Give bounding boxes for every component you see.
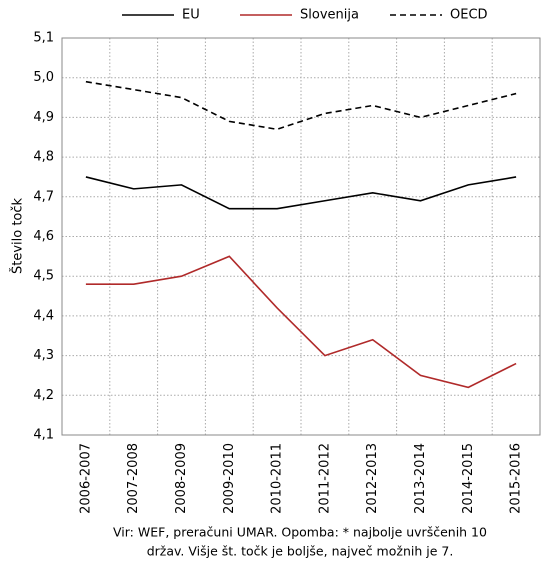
- y-tick-label: 4,7: [33, 189, 54, 204]
- legend-label: OECD: [450, 8, 488, 23]
- source-note: Vir: WEF, preračuni UMAR. Opomba: * najb…: [113, 525, 487, 540]
- series-line: [85, 80, 517, 131]
- y-tick-label: 4,6: [33, 229, 54, 244]
- x-tick-label: 2009-2010: [222, 443, 237, 514]
- x-tick-label: 2010-2011: [270, 443, 285, 514]
- y-tick-label: 4,1: [33, 428, 54, 443]
- y-tick-label: 4,5: [33, 269, 54, 284]
- x-tick-label: 2012-2013: [365, 443, 380, 514]
- y-tick-label: 4,8: [33, 150, 54, 165]
- x-tick-label: 2013-2014: [413, 443, 428, 514]
- y-tick-label: 4,4: [33, 308, 54, 323]
- series-line: [85, 176, 517, 210]
- x-tick-label: 2014-2015: [461, 443, 476, 514]
- x-tick-label: 2008-2009: [174, 443, 189, 514]
- plot-frame: [61, 37, 541, 436]
- y-axis-label: Število točk: [10, 197, 26, 274]
- x-tick-label: 2007-2008: [126, 443, 141, 514]
- y-tick-label: 5,0: [33, 70, 54, 85]
- series-line: [85, 255, 517, 389]
- x-tick-label: 2006-2007: [78, 443, 93, 514]
- source-note: držav. Višje št. točk je boljše, največ …: [147, 544, 454, 559]
- legend-label: Slovenija: [300, 8, 359, 23]
- y-tick-label: 4,3: [33, 348, 54, 363]
- y-tick-label: 4,2: [33, 388, 54, 403]
- legend-label: EU: [182, 8, 200, 23]
- y-tick-label: 5,1: [33, 31, 54, 46]
- y-tick-label: 4,9: [33, 110, 54, 125]
- x-tick-label: 2011-2012: [317, 443, 332, 514]
- x-tick-label: 2015-2016: [509, 443, 524, 514]
